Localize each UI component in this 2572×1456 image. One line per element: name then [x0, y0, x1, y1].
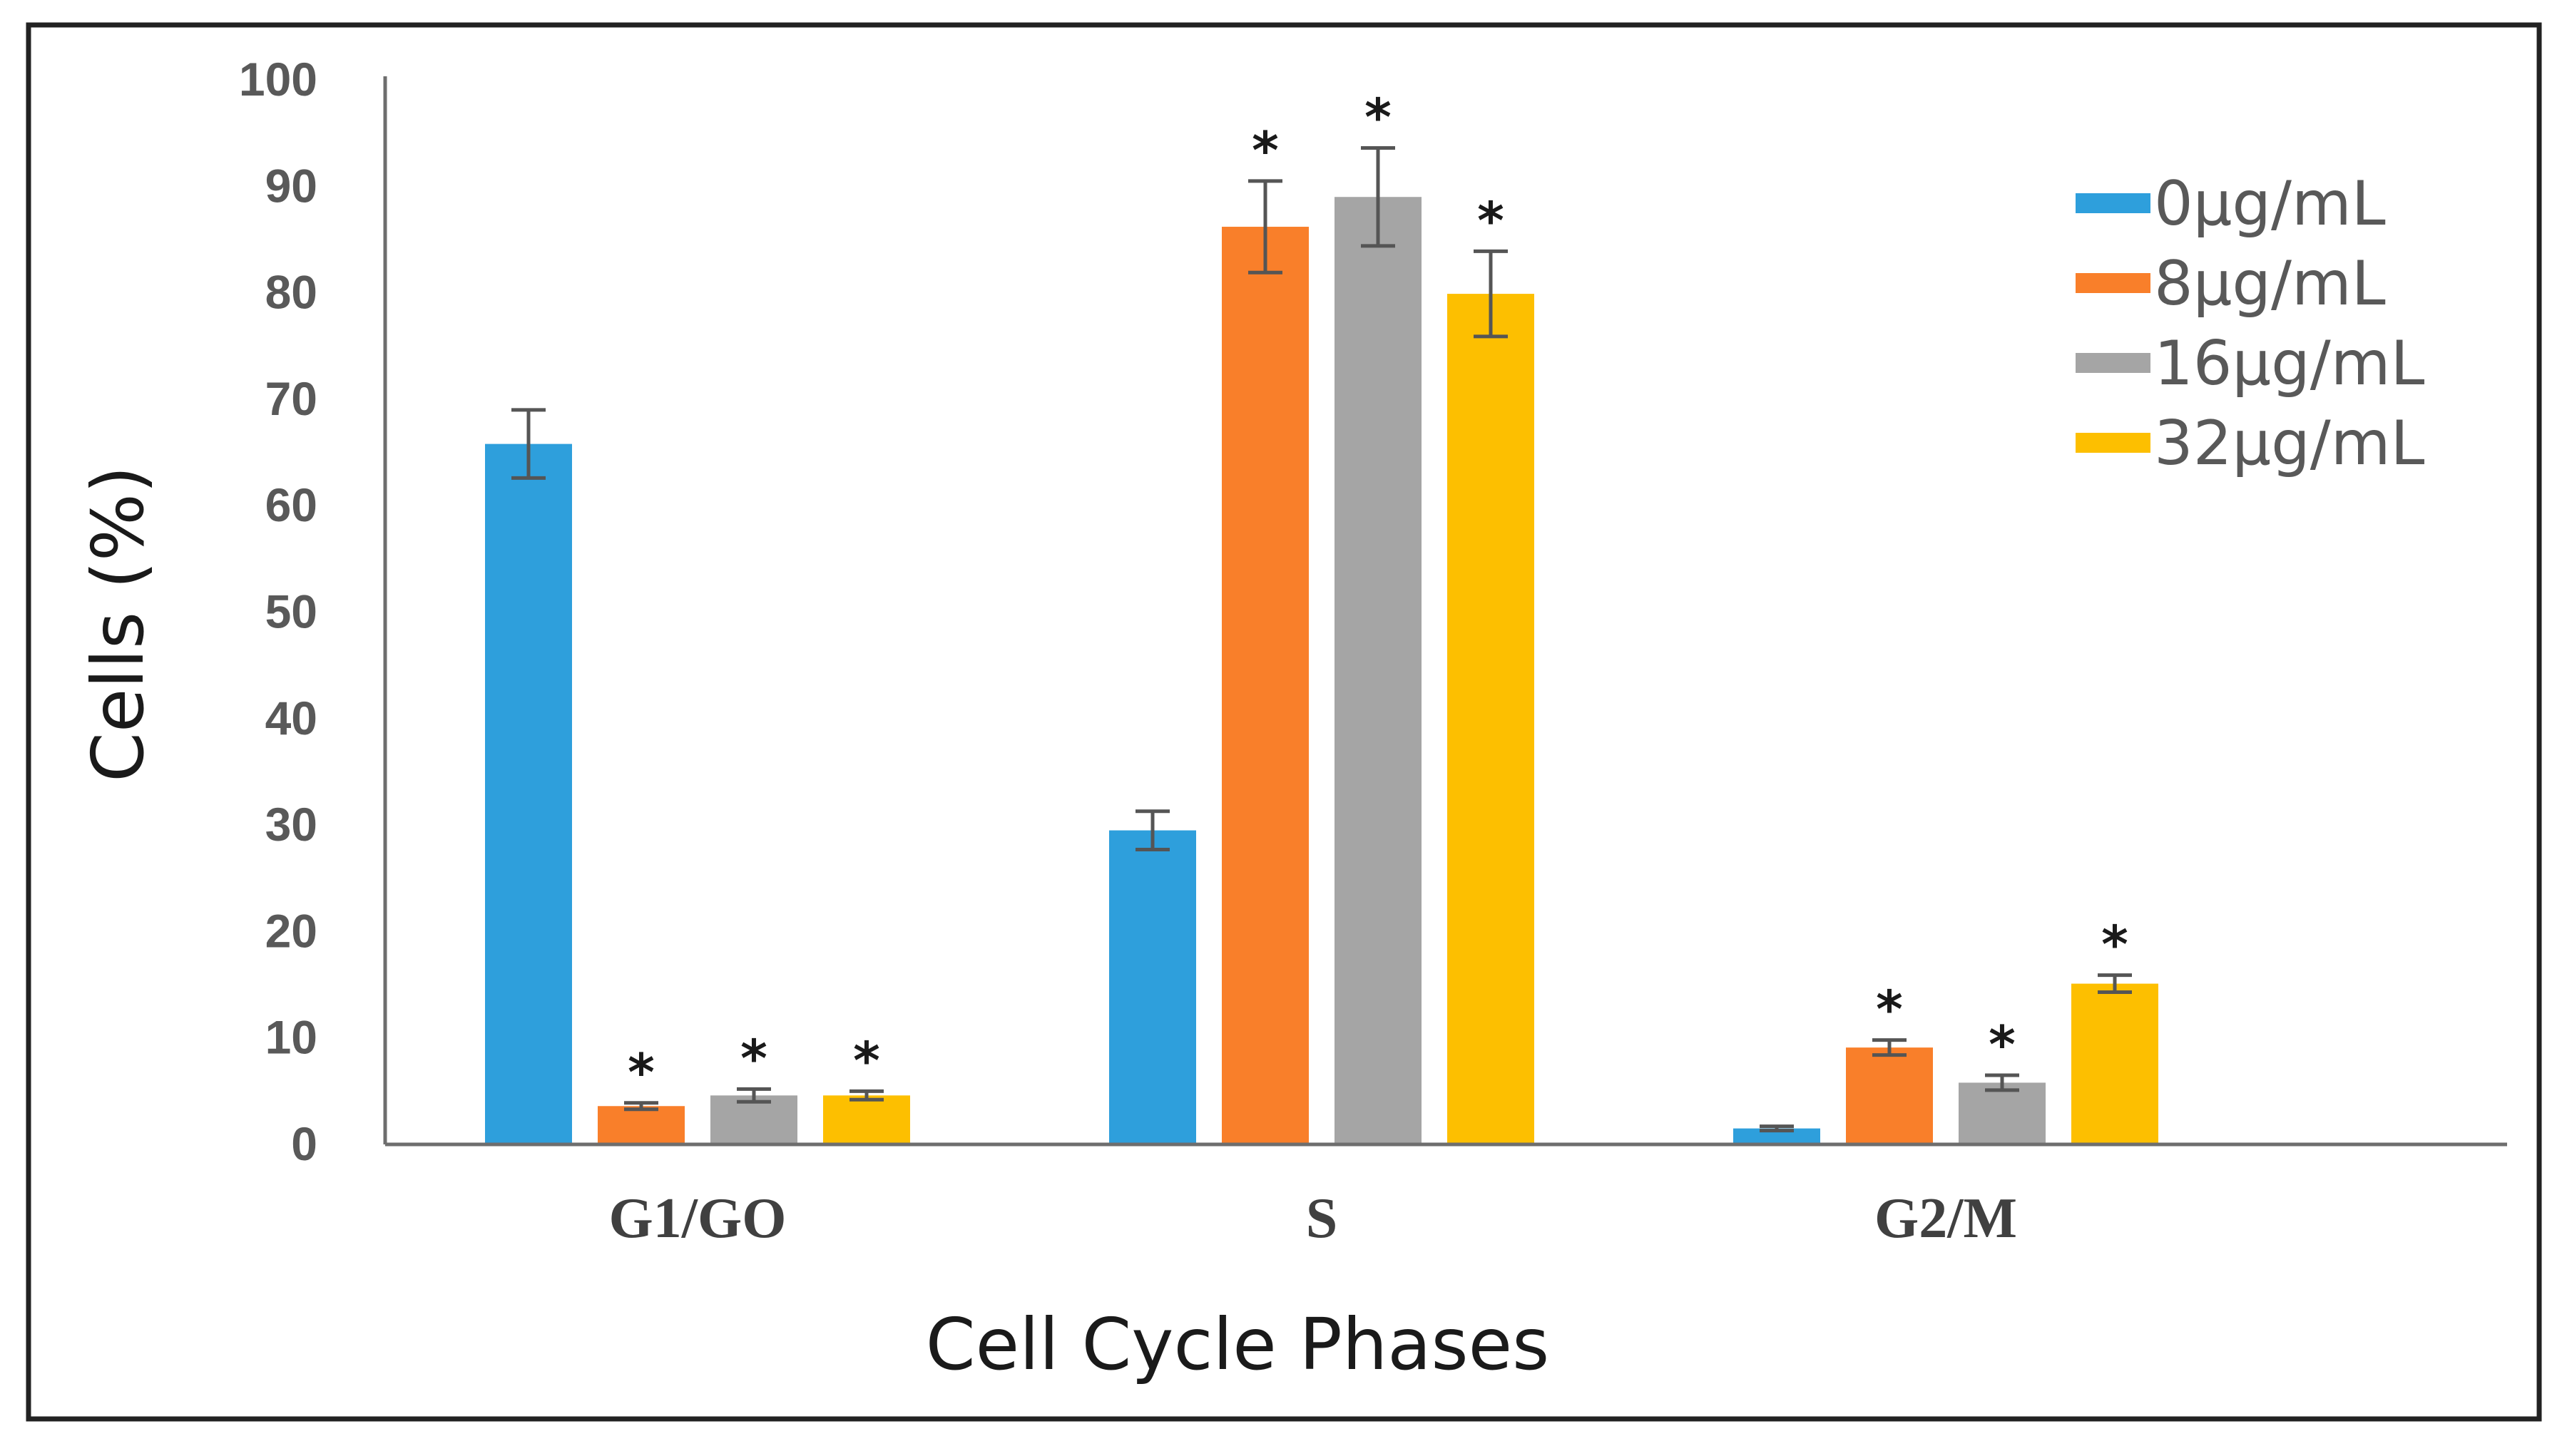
- significance-star: *: [1364, 88, 1392, 148]
- legend-swatch: [2076, 193, 2150, 213]
- legend-label: 0µg/mL: [2154, 168, 2386, 240]
- significance-star: *: [628, 1042, 655, 1102]
- y-tick-label: 50: [265, 585, 317, 638]
- legend-swatch: [2076, 273, 2150, 293]
- bar: [1846, 1047, 1933, 1144]
- bar: [823, 1095, 910, 1144]
- y-tick-label: 0: [291, 1117, 317, 1170]
- bar: [598, 1106, 685, 1144]
- x-axis-title: Cell Cycle Phases: [926, 1303, 1549, 1386]
- bar: [1109, 830, 1196, 1144]
- y-tick-label: 30: [265, 798, 317, 851]
- x-category-label: G1/GO: [609, 1187, 787, 1250]
- y-tick-label: 20: [265, 904, 317, 957]
- significance-star: *: [853, 1030, 880, 1090]
- x-axis-categories: G1/GO S G2/M: [609, 1187, 2017, 1250]
- bar: [2071, 983, 2158, 1144]
- y-tick-label: 80: [265, 266, 317, 319]
- bar: [485, 444, 572, 1144]
- x-category-label: G2/M: [1874, 1187, 2017, 1250]
- y-tick-label: 10: [265, 1011, 317, 1064]
- bars-layer: * * * * * * * * *: [485, 88, 2158, 1145]
- bar: [1959, 1082, 2046, 1144]
- significance-star: *: [1477, 190, 1504, 250]
- significance-star: *: [2101, 915, 2128, 975]
- y-tick-label: 100: [239, 53, 317, 106]
- significance-star: *: [1876, 980, 1903, 1040]
- y-tick-label: 40: [265, 692, 317, 744]
- legend-swatch: [2076, 433, 2150, 453]
- bar: [1335, 197, 1422, 1145]
- y-axis-ticks: 0 10 20 30 40 50 60 70 80 90 100: [239, 53, 317, 1170]
- legend: 0µg/mL 8µg/mL 16µg/mL 32µg/mL: [2076, 168, 2424, 479]
- significance-star: *: [1989, 1015, 2016, 1075]
- x-category-label: S: [1306, 1187, 1338, 1250]
- legend-label: 32µg/mL: [2154, 408, 2424, 479]
- y-axis-title: Cells (%): [76, 466, 160, 782]
- legend-label: 8µg/mL: [2154, 248, 2386, 319]
- bar: [1733, 1128, 1820, 1144]
- y-tick-label: 90: [265, 159, 317, 212]
- legend-label: 16µg/mL: [2154, 328, 2424, 399]
- significance-star: *: [1252, 121, 1279, 180]
- bar: [1222, 227, 1309, 1145]
- legend-swatch: [2076, 353, 2150, 373]
- significance-star: *: [740, 1028, 767, 1088]
- bar: [1447, 294, 1534, 1144]
- y-tick-label: 60: [265, 478, 317, 531]
- y-tick-label: 70: [265, 372, 317, 425]
